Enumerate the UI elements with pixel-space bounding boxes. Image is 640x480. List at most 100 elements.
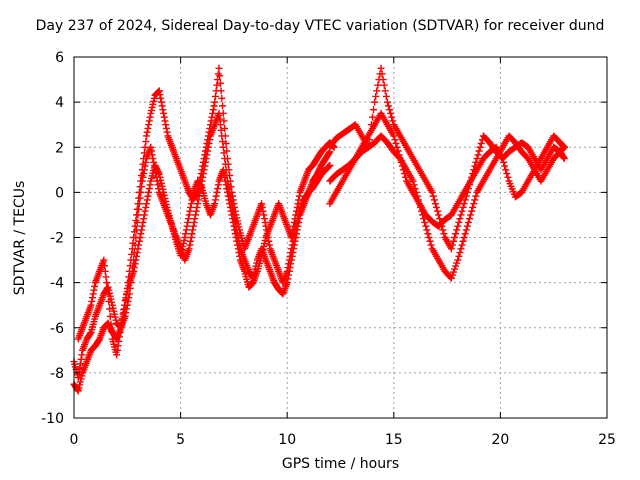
data-point <box>202 143 210 151</box>
data-point <box>142 132 150 140</box>
data-point-fill <box>206 124 214 132</box>
data-point-fill <box>91 315 99 323</box>
data-point-fill <box>132 256 140 264</box>
data-point-fill <box>370 106 378 114</box>
x-tick-label: 0 <box>70 432 79 448</box>
data-point-fill <box>459 203 467 211</box>
data-point-fill <box>559 142 567 150</box>
data-point-fill <box>265 241 273 249</box>
data-point <box>454 222 462 230</box>
data-point-fill <box>188 196 196 204</box>
data-point-fill <box>240 265 248 273</box>
data-point-fill <box>465 215 473 223</box>
data-point-fill <box>294 200 302 208</box>
data-point-fill <box>434 207 442 215</box>
data-point-fill <box>421 175 429 183</box>
data-point-fill <box>287 249 295 257</box>
data-point-fill <box>458 241 466 249</box>
data-point <box>211 98 219 106</box>
data-point-fill <box>491 156 499 164</box>
data-point-fill <box>270 254 278 262</box>
data-point-fill <box>522 152 530 160</box>
data-point <box>142 200 150 208</box>
data-point-fill <box>137 230 145 238</box>
data-point-fill <box>219 102 227 110</box>
data-point-fill <box>325 162 333 170</box>
data-point-fill <box>197 183 205 191</box>
data-point-fill <box>430 196 438 204</box>
data-point-fill <box>384 102 392 110</box>
data-point-fill <box>472 168 480 176</box>
data-point-fill <box>101 267 109 275</box>
data-point-fill <box>389 130 397 138</box>
data-point-fill <box>290 222 298 230</box>
data-point-fill <box>132 217 140 225</box>
data-point-fill <box>560 142 568 150</box>
data-point-fill <box>176 164 184 172</box>
data-point-fill <box>120 301 128 309</box>
data-point-fill <box>106 305 114 313</box>
data-point-fill <box>133 252 141 260</box>
data-point-fill <box>172 235 180 243</box>
data-point-fill <box>373 87 381 95</box>
data-point-fill <box>130 264 138 272</box>
data-point-fill <box>154 181 162 189</box>
data-point-fill <box>86 329 94 337</box>
data-point-fill <box>136 234 144 241</box>
data-point-fill <box>150 94 158 102</box>
data-point-fill <box>503 170 511 178</box>
data-point <box>460 234 468 241</box>
data-point-fill <box>253 269 261 277</box>
data-point-fill <box>434 254 442 262</box>
data-point-fill <box>155 185 163 193</box>
data-point-fill <box>216 79 224 87</box>
data-point-fill <box>209 109 217 117</box>
data-point-fill <box>402 173 410 181</box>
x-tick-label: 20 <box>491 432 509 448</box>
data-point-fill <box>163 203 171 211</box>
data-point-fill <box>233 237 241 245</box>
data-point-fill <box>133 211 141 219</box>
data-point-fill <box>456 249 464 257</box>
data-point-fill <box>395 130 403 138</box>
data-point-fill <box>201 147 209 155</box>
data-point-fill <box>176 249 184 257</box>
data-point-fill <box>139 218 147 226</box>
data-point-fill <box>226 203 234 211</box>
data-point-fill <box>398 162 406 170</box>
y-tick-label: -6 <box>50 321 64 337</box>
data-point-fill <box>227 207 235 215</box>
data-point-fill <box>217 126 225 134</box>
data-point-fill <box>118 315 126 323</box>
data-point-fill <box>91 282 99 290</box>
data-point-fill <box>213 81 221 89</box>
data-point-fill <box>204 136 212 144</box>
data-point-fill <box>115 337 123 345</box>
data-point-fill <box>216 72 224 80</box>
data-point-fill <box>240 254 248 262</box>
data-point-fill <box>187 203 195 211</box>
grid-lines <box>74 57 607 418</box>
data-point-fill <box>325 149 333 157</box>
data-point-fill <box>244 235 252 243</box>
data-point-fill <box>452 230 460 238</box>
data-point-fill <box>457 211 465 219</box>
data-point-fill <box>143 196 151 204</box>
data-point-fill <box>105 297 113 305</box>
data-point-fill <box>135 241 143 249</box>
data-point-fill <box>145 185 153 193</box>
y-tick-label: -4 <box>50 276 64 292</box>
data-point-fill <box>214 181 222 189</box>
x-axis-label: GPS time / hours <box>281 456 400 472</box>
data-point-fill <box>216 121 224 129</box>
data-point-fill <box>210 123 218 131</box>
data-point-fill <box>78 372 86 380</box>
data-point-fill <box>222 181 230 189</box>
x-tick-label: 25 <box>598 432 616 448</box>
data-point-fill <box>95 269 103 277</box>
data-point-fill <box>106 312 114 320</box>
data-point-fill <box>500 158 508 166</box>
data-point-fill <box>388 145 396 153</box>
data-point-fill <box>141 207 149 215</box>
data-point-fill <box>288 230 296 238</box>
